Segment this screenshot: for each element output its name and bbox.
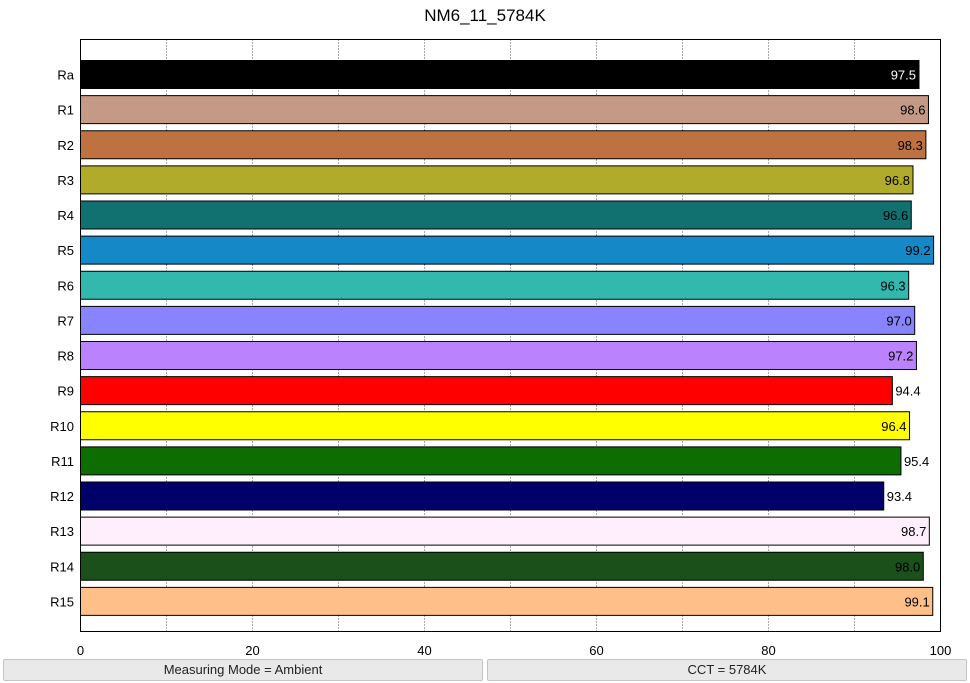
category-label: Ra xyxy=(57,68,74,83)
bar-r3 xyxy=(80,165,914,195)
value-label: 98.6 xyxy=(900,103,925,118)
value-label: 96.3 xyxy=(880,278,905,293)
x-tick-label: 80 xyxy=(761,643,775,658)
bar-chart: Ra R1 R2 R3 R4 R5 R6 R7 R8 R9 R10 R11 R12 R13 R14 R15 9… xyxy=(50,39,951,658)
category-label: R9 xyxy=(57,384,74,399)
category-label: R2 xyxy=(57,138,74,153)
x-tick-labels: 0 20 40 60 80 100 xyxy=(77,643,951,658)
x-tick-label: 0 xyxy=(77,643,84,658)
category-label: R15 xyxy=(50,594,74,609)
cct-status: CCT = 5784K xyxy=(487,659,967,681)
category-label: R1 xyxy=(57,103,74,118)
value-label: 97.2 xyxy=(888,349,913,364)
category-labels: Ra R1 R2 R3 R4 R5 R6 R7 R8 R9 R10 R11 R12 R13 R14 R15 xyxy=(50,68,75,610)
category-label: R12 xyxy=(50,489,74,504)
x-tick-label: 60 xyxy=(589,643,603,658)
category-label: R13 xyxy=(50,524,74,539)
x-tick-label: 100 xyxy=(930,643,952,658)
bar-r12 xyxy=(80,481,885,511)
bar-r11 xyxy=(80,446,902,476)
bar-r13 xyxy=(80,516,930,546)
bar-r8 xyxy=(80,341,917,370)
value-label: 97.0 xyxy=(886,313,911,328)
bar-r1 xyxy=(80,95,929,125)
bar-r6 xyxy=(80,270,910,300)
bars xyxy=(80,60,935,616)
category-label: R7 xyxy=(57,313,74,328)
category-label: R6 xyxy=(57,278,74,293)
bar-r9 xyxy=(80,376,893,406)
bar-r14 xyxy=(80,551,924,581)
value-label: 96.8 xyxy=(885,173,910,188)
value-label: 99.1 xyxy=(904,594,929,609)
measuring-mode-status: Measuring Mode = Ambient xyxy=(3,659,483,681)
bar-r4 xyxy=(80,200,912,230)
bar-r7 xyxy=(80,305,916,335)
bar-r15 xyxy=(80,586,934,616)
value-labels: 97.5 98.6 98.3 96.8 96.6 99.2 96.3 97.0 97.2 94.4… xyxy=(880,68,930,610)
category-label: R3 xyxy=(57,173,74,188)
bar-r5 xyxy=(80,235,935,265)
plot-frame xyxy=(80,39,941,632)
value-label: 98.3 xyxy=(898,138,923,153)
value-label: 96.4 xyxy=(881,419,906,434)
value-label: 96.6 xyxy=(883,208,908,223)
category-label: R14 xyxy=(50,559,74,574)
category-label: R8 xyxy=(57,349,74,364)
value-label: 97.5 xyxy=(891,68,916,83)
bar-r2 xyxy=(80,130,927,160)
x-tick-label: 40 xyxy=(417,643,431,658)
bar-ra xyxy=(80,60,920,89)
value-label: 94.4 xyxy=(895,384,920,399)
value-label: 95.4 xyxy=(904,454,929,469)
category-label: R4 xyxy=(57,208,74,223)
value-label: 93.4 xyxy=(887,489,912,504)
chart-title: NM6_11_5784K xyxy=(424,6,546,25)
category-label: R5 xyxy=(57,243,74,258)
value-label: 99.2 xyxy=(905,243,930,258)
value-label: 98.0 xyxy=(895,559,920,574)
category-label: R11 xyxy=(51,454,74,469)
value-label: 98.7 xyxy=(901,524,926,539)
category-label: R10 xyxy=(50,419,74,434)
bar-r10 xyxy=(80,411,911,441)
x-tick-label: 20 xyxy=(245,643,259,658)
